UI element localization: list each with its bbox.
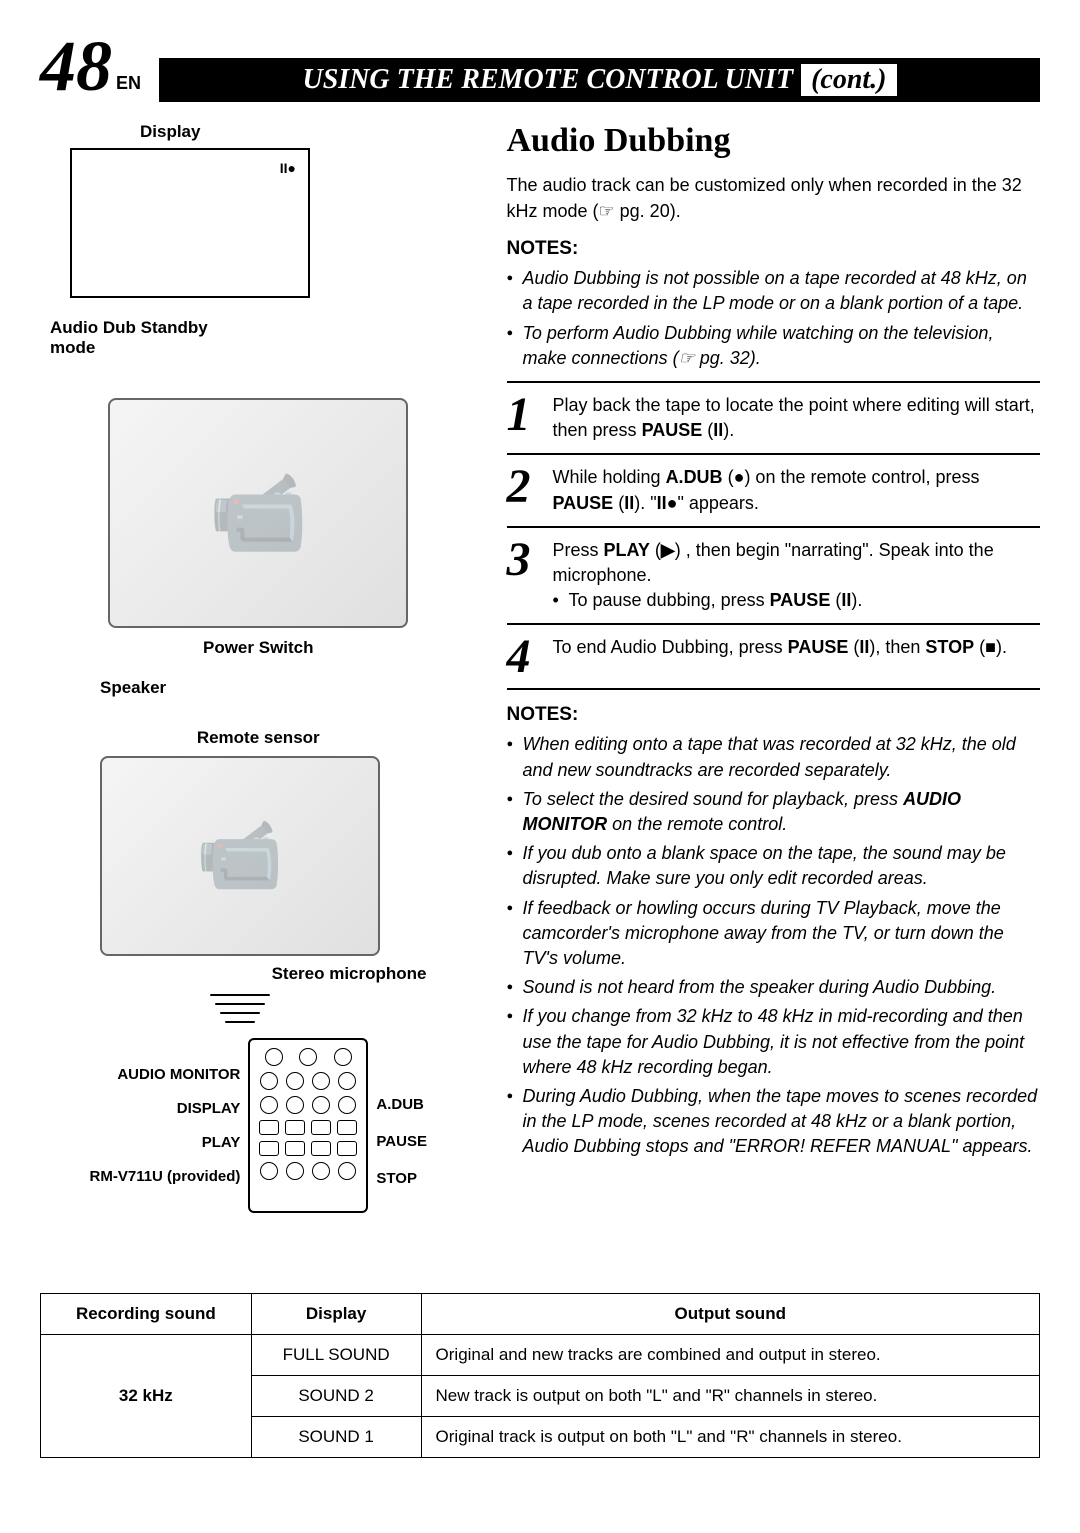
note-item: During Audio Dubbing, when the tape move… (507, 1084, 1041, 1160)
page-header: 48 EN USING THE REMOTE CONTROL UNIT (con… (40, 30, 1040, 102)
notes-heading-2: NOTES: (507, 704, 1041, 726)
remote-model-label: RM-V711U (provided) (90, 1162, 241, 1192)
step-number: 4 (507, 635, 541, 678)
divider (507, 453, 1041, 455)
step-3: 3 Press PLAY (▶) , then begin "narrating… (507, 538, 1041, 614)
step-4: 4 To end Audio Dubbing, press PAUSE (II)… (507, 635, 1041, 678)
remote-labels-right: A.DUB PAUSE STOP (376, 1052, 427, 1199)
note-item: If feedback or howling occurs during TV … (507, 896, 1041, 972)
adub-btn-label: A.DUB (376, 1088, 427, 1121)
display-label: Display (140, 122, 477, 142)
remote-body (248, 1038, 368, 1213)
standby-label: Audio Dub Standby mode (50, 318, 210, 358)
divider (507, 623, 1041, 625)
divider (507, 381, 1041, 383)
divider (507, 688, 1041, 690)
td-output: Original and new tracks are combined and… (421, 1335, 1039, 1376)
notes-list-2: When editing onto a tape that was record… (507, 732, 1041, 1159)
step-text: Play back the tape to locate the point w… (553, 393, 1041, 443)
header-title: USING THE REMOTE CONTROL UNIT (303, 64, 794, 96)
dub-icon: II● (280, 160, 296, 176)
camcorder-illustration-2 (100, 756, 380, 956)
table-row: 32 kHz FULL SOUND Original and new track… (41, 1335, 1040, 1376)
page-lang: EN (116, 73, 141, 94)
step-2: 2 While holding A.DUB (●) on the remote … (507, 465, 1041, 515)
td-display: SOUND 1 (251, 1417, 421, 1458)
step-text: Press PLAY (▶) , then begin "narrating".… (553, 538, 1041, 614)
note-item: Sound is not heard from the speaker duri… (507, 975, 1041, 1000)
notes-list-1: Audio Dubbing is not possible on a tape … (507, 266, 1041, 371)
camcorder-figure-1: Power Switch Speaker (40, 398, 477, 698)
power-switch-label: Power Switch (40, 638, 477, 658)
note-item: If you change from 32 kHz to 48 kHz in m… (507, 1004, 1041, 1080)
note-item: Audio Dubbing is not possible on a tape … (507, 266, 1041, 316)
section-title: Audio Dubbing (507, 122, 1041, 160)
step-text: To end Audio Dubbing, press PAUSE (II), … (553, 635, 1007, 678)
step-number: 1 (507, 393, 541, 443)
td-output: New track is output on both "L" and "R" … (421, 1376, 1039, 1417)
camcorder-illustration-1 (108, 398, 408, 628)
table-header-row: Recording sound Display Output sound (41, 1294, 1040, 1335)
sound-table: Recording sound Display Output sound 32 … (40, 1293, 1040, 1458)
intro-text: The audio track can be customized only w… (507, 172, 1041, 224)
note-item: When editing onto a tape that was record… (507, 732, 1041, 782)
td-display: SOUND 2 (251, 1376, 421, 1417)
play-btn-label: PLAY (90, 1128, 241, 1158)
remote-sensor-label: Remote sensor (40, 728, 477, 748)
step-number: 3 (507, 538, 541, 614)
pause-btn-label: PAUSE (376, 1125, 427, 1158)
th-output-sound: Output sound (421, 1294, 1039, 1335)
header-bar: USING THE REMOTE CONTROL UNIT (cont.) (159, 58, 1040, 102)
note-item: If you dub onto a blank space on the tap… (507, 841, 1041, 891)
divider (507, 526, 1041, 528)
notes-heading-1: NOTES: (507, 238, 1041, 260)
speaker-label: Speaker (100, 678, 477, 698)
note-item: To perform Audio Dubbing while watching … (507, 321, 1041, 371)
step-number: 2 (507, 465, 541, 515)
stereo-mic-label: Stereo microphone (40, 964, 427, 984)
note-item: To select the desired sound for playback… (507, 787, 1041, 837)
left-column: Display II● Audio Dub Standby mode Power… (40, 122, 477, 1213)
display-btn-label: DISPLAY (90, 1094, 241, 1124)
camcorder-figure-2: Remote sensor Stereo microphone (40, 728, 477, 984)
step-1: 1 Play back the tape to locate the point… (507, 393, 1041, 443)
th-display: Display (251, 1294, 421, 1335)
td-output: Original track is output on both "L" and… (421, 1417, 1039, 1458)
th-recording-sound: Recording sound (41, 1294, 252, 1335)
td-recording-sound: 32 kHz (41, 1335, 252, 1458)
sound-waves-icon (210, 994, 477, 1023)
header-cont: (cont.) (801, 64, 896, 96)
remote-diagram: AUDIO MONITOR DISPLAY PLAY RM-V711U (pro… (40, 1038, 477, 1213)
step-text: While holding A.DUB (●) on the remote co… (553, 465, 1041, 515)
td-display: FULL SOUND (251, 1335, 421, 1376)
page-number: 48 (40, 30, 112, 102)
display-screen: II● (70, 148, 310, 298)
audio-monitor-label: AUDIO MONITOR (90, 1060, 241, 1090)
right-column: Audio Dubbing The audio track can be cus… (507, 122, 1041, 1213)
stop-btn-label: STOP (376, 1162, 427, 1195)
remote-labels-left: AUDIO MONITOR DISPLAY PLAY RM-V711U (pro… (90, 1056, 241, 1196)
